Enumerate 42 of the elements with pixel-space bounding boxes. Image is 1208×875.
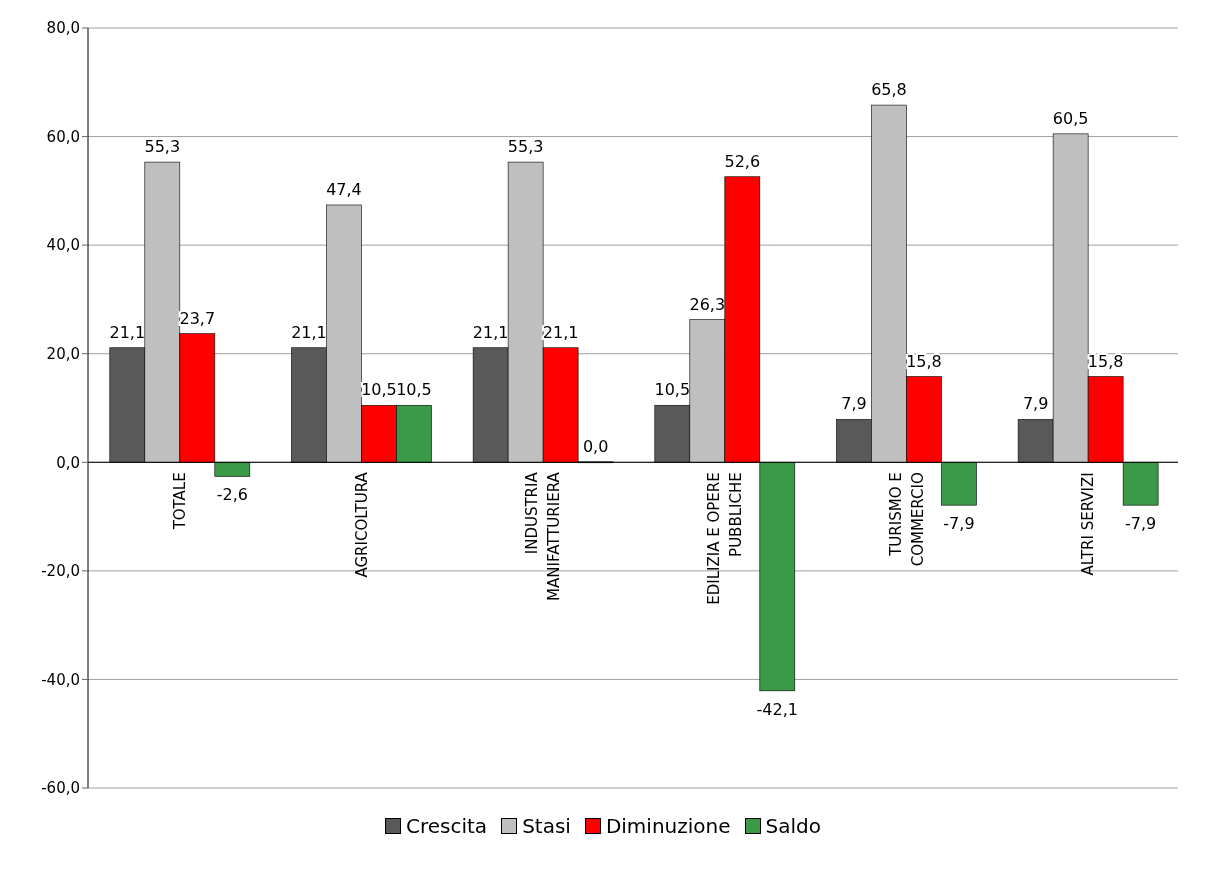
x-tick-label: TURISMO E COMMERCIO [886,472,927,567]
x-tick-label: EDILIZIA E OPERE PUBBLICHE [704,472,745,605]
data-label: 15,8 [1087,351,1124,371]
y-tick-label: -40,0 [41,670,80,689]
data-label: 23,7 [179,308,216,328]
y-tick-label: 20,0 [46,345,80,364]
legend-label: Crescita [405,814,488,838]
data-label: -42,1 [756,699,798,719]
data-label: 15,8 [906,351,942,371]
y-tick-label: 80,0 [46,19,80,38]
data-label: -7,9 [943,514,975,534]
y-tick-label: 0,0 [56,453,80,472]
data-label: -7,9 [1125,514,1157,534]
data-label: 52,6 [724,151,761,171]
data-label: 7,9 [1022,394,1049,414]
y-tick-label: -60,0 [41,779,80,798]
data-label: 21,1 [291,322,327,342]
data-label: 21,1 [472,322,509,342]
y-tick-label: 60,0 [46,127,80,146]
data-label: 60,5 [1052,108,1089,128]
data-label: 7,9 [841,394,867,414]
legend-label: Saldo [764,814,821,838]
data-label: 55,3 [144,137,181,157]
data-label: 65,8 [871,80,907,100]
data-label: 26,3 [689,294,726,314]
x-tick-label: AGRICOLTURA [352,471,371,578]
data-label: 55,3 [507,137,544,157]
legend-label: Diminuzione [604,814,731,838]
data-label: 10,5 [396,380,432,400]
y-tick-label: 40,0 [46,236,80,255]
data-label: 21,1 [109,322,146,342]
legend-label: Stasi [521,814,571,838]
x-tick-label: ALTRI SERVIZI [1079,472,1098,576]
data-label: 47,4 [326,179,362,199]
data-label: 0,0 [582,437,609,457]
y-tick-label: -20,0 [41,562,80,581]
x-tick-label: TOTALE [170,472,189,531]
data-label: 21,1 [542,322,579,342]
data-label: 10,5 [654,380,691,400]
data-label: 10,5 [361,380,397,400]
data-label: -2,6 [216,485,248,505]
x-tick-label: INDUSTRIA MANIFATTURIERA [523,471,564,601]
